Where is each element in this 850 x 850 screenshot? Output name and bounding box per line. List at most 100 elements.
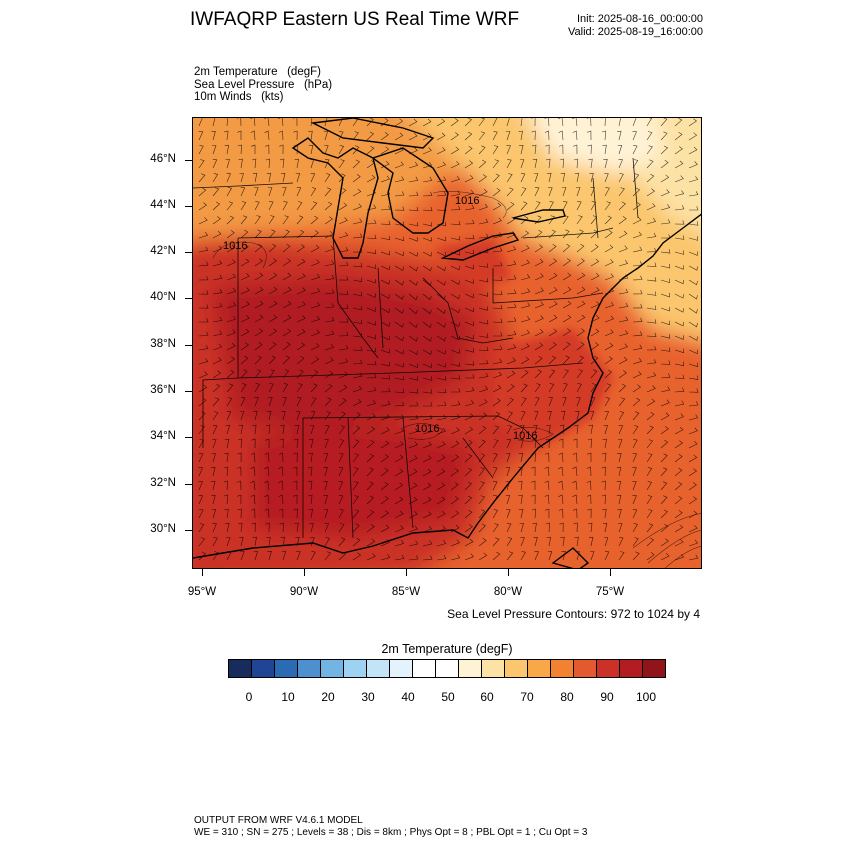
wind-barb bbox=[436, 554, 447, 561]
wind-barb bbox=[338, 439, 345, 449]
wind-barb bbox=[296, 273, 306, 281]
wind-barb bbox=[366, 249, 377, 254]
wind-barb bbox=[534, 383, 541, 393]
wind-barb bbox=[688, 118, 698, 127]
wind-barb bbox=[492, 358, 503, 365]
wind-barb bbox=[576, 369, 583, 379]
wind-barb bbox=[646, 345, 657, 351]
wind-barb bbox=[436, 414, 447, 421]
field-temperature: 2m Temperature (degF) bbox=[194, 66, 321, 78]
wind-barb bbox=[254, 355, 262, 365]
wind-barb bbox=[436, 525, 446, 533]
wind-barb bbox=[338, 551, 347, 561]
wind-barb bbox=[534, 273, 544, 281]
wind-barb bbox=[394, 468, 404, 477]
wind-barb bbox=[587, 438, 593, 449]
wind-barb bbox=[450, 293, 460, 300]
wind-barb bbox=[478, 467, 485, 477]
wind-barb bbox=[198, 551, 206, 561]
wind-barb bbox=[422, 222, 433, 227]
valid-time: Valid: 2025-08-19_16:00:00 bbox=[568, 26, 703, 38]
wind-barb bbox=[324, 551, 331, 561]
wind-barb bbox=[212, 370, 222, 379]
wind-barb bbox=[674, 160, 684, 169]
wind-barb bbox=[408, 118, 418, 127]
border-oh-wv bbox=[422, 277, 514, 344]
wind-barb bbox=[338, 467, 344, 477]
wind-barb bbox=[464, 553, 474, 561]
wind-barb bbox=[436, 496, 446, 505]
wind-barb bbox=[366, 321, 376, 326]
slp-contour-note: Sea Level Pressure Contours: 972 to 1024… bbox=[447, 607, 700, 621]
wind-barb bbox=[573, 158, 579, 169]
wind-barb bbox=[408, 147, 418, 155]
wind-barb bbox=[604, 356, 613, 365]
wind-barb bbox=[506, 231, 516, 239]
wind-barb bbox=[394, 554, 405, 561]
wind-barb bbox=[506, 357, 516, 365]
wind-barb bbox=[688, 440, 698, 449]
wind-barb bbox=[210, 480, 216, 491]
wind-barb bbox=[264, 480, 270, 491]
wind-barb bbox=[562, 272, 572, 281]
wind-barb bbox=[294, 424, 300, 435]
wind-barb bbox=[632, 304, 643, 309]
wind-barb bbox=[408, 555, 419, 561]
wind-barb bbox=[478, 385, 489, 393]
wind-barb bbox=[660, 219, 671, 225]
wind-barb bbox=[198, 131, 204, 141]
wind-barb bbox=[394, 132, 404, 141]
wind-barb bbox=[296, 551, 301, 561]
wind-barb bbox=[576, 355, 584, 365]
wind-barb bbox=[618, 330, 629, 337]
wind-barb bbox=[617, 439, 623, 449]
wind-barb bbox=[688, 279, 698, 286]
wind-barb bbox=[674, 250, 685, 255]
wind-barb bbox=[308, 508, 313, 519]
wind-barb bbox=[422, 482, 432, 491]
wind-barb bbox=[380, 265, 390, 271]
wind-barb bbox=[562, 369, 569, 379]
wind-barb bbox=[324, 330, 335, 337]
wind-barb bbox=[408, 251, 418, 257]
wind-barb bbox=[534, 356, 543, 365]
wind-barb bbox=[574, 172, 580, 183]
lat-label: 42°N bbox=[150, 245, 176, 257]
wind-barb bbox=[646, 495, 653, 505]
wind-barb bbox=[394, 146, 404, 155]
wind-barb bbox=[422, 511, 432, 519]
wind-barb bbox=[618, 302, 629, 309]
wind-barb bbox=[562, 229, 570, 239]
wind-barb bbox=[590, 229, 599, 239]
wind-barb bbox=[394, 191, 405, 197]
wind-barb bbox=[518, 130, 523, 141]
wind-barb bbox=[492, 384, 502, 393]
wind-barb bbox=[450, 482, 459, 491]
wind-barb bbox=[293, 494, 298, 504]
wind-barb bbox=[587, 144, 592, 155]
wind-barb bbox=[408, 511, 418, 519]
wind-barb bbox=[576, 314, 586, 323]
wind-barb bbox=[688, 265, 698, 271]
wind-barb bbox=[352, 537, 361, 547]
wind-barb bbox=[560, 172, 566, 183]
lon-label: 90°W bbox=[289, 586, 319, 598]
temperature-hottest bbox=[213, 278, 473, 438]
wind-barb bbox=[324, 383, 333, 393]
wind-barb bbox=[352, 467, 359, 477]
wind-barb bbox=[660, 204, 671, 211]
wind-barb bbox=[366, 538, 376, 547]
wind-barb bbox=[380, 468, 389, 477]
wind-barb bbox=[660, 360, 671, 365]
wind-barb bbox=[646, 439, 654, 449]
colorbar-swatch bbox=[321, 660, 344, 677]
wind-barb bbox=[293, 130, 298, 141]
wind-barb bbox=[422, 414, 433, 421]
wind-barb bbox=[250, 118, 256, 127]
colorbar-swatch bbox=[436, 660, 459, 677]
wind-barb bbox=[464, 467, 473, 477]
wind-barb bbox=[380, 321, 390, 327]
wind-barb bbox=[548, 314, 558, 323]
wind-barb bbox=[254, 286, 264, 295]
wind-barb bbox=[646, 277, 657, 282]
